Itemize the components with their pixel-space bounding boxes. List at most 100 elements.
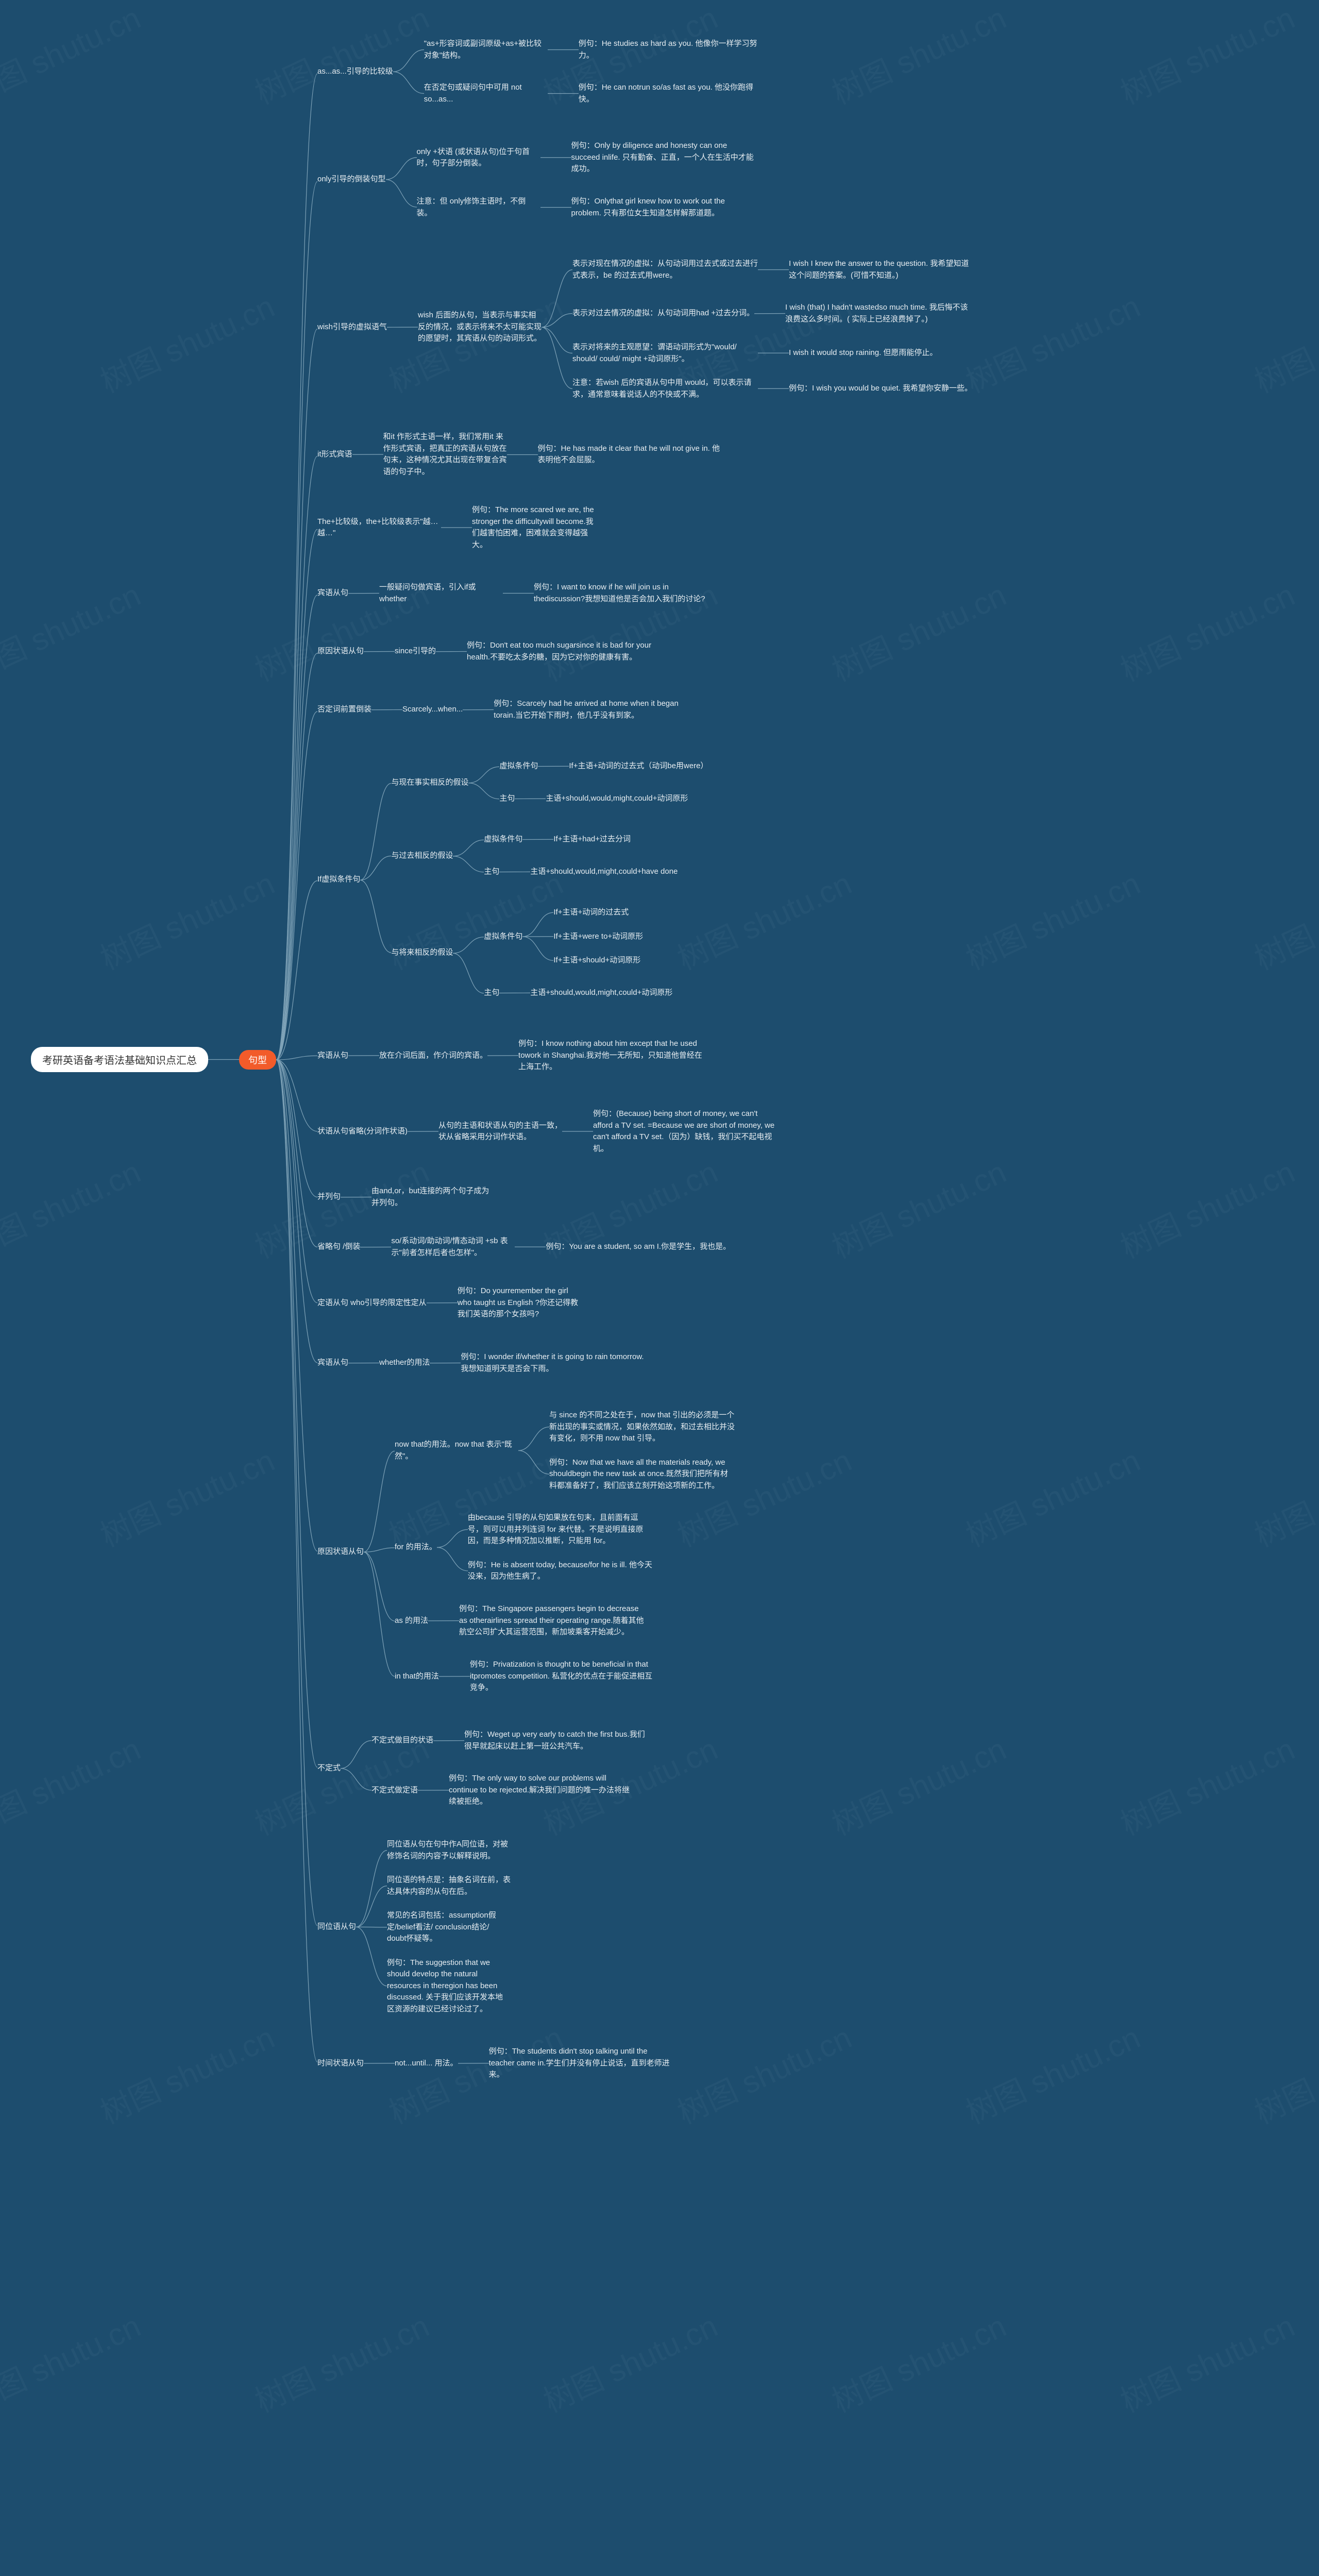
mindmap-root-row: 考研英语备考语法基础知识点汇总 句型 as...as...引导的比较级 "as+形容词… <box>31 21 974 2098</box>
mindmap-node: wish引导的虚拟语气wish 后面的从句，当表示与事实相反的情况，或表示将来不… <box>317 244 974 411</box>
connector <box>463 692 494 727</box>
connector <box>515 787 546 811</box>
node-text: so/系动词/助动词/情态动词 +sb 表示"前者怎样后者也怎样"。 <box>391 1233 515 1261</box>
mindmap-node: only引导的倒装句型only +状语 (或状语从句)位于句首时，句子部分倒装。… <box>317 130 974 229</box>
mindmap-node: 从句的主语和状语从句的主语一致，状从省略采用分词作状语。例句：(Because)… <box>438 1102 779 1161</box>
node-text: 主句 <box>484 864 499 880</box>
node-text: for 的用法。 <box>395 1539 437 1555</box>
mindmap-node: 例句：Weget up very early to catch the firs… <box>464 1727 650 1754</box>
connector <box>507 437 538 472</box>
mindmap-node: 例句：He is absent today, because/for he is… <box>468 1557 653 1585</box>
node-text: 否定词前置倒装 <box>317 702 371 718</box>
connector <box>441 498 472 557</box>
connector <box>487 1032 518 1079</box>
node-text: 不定式做定语 <box>371 1783 418 1799</box>
node-text: 注意：若wish 后的宾语从句中用 would，可以表示请求，通常意味着说话人的… <box>572 375 758 402</box>
connector <box>453 824 484 888</box>
mindmap-node: 例句：Don't eat too much sugarsince it is b… <box>467 638 652 665</box>
watermark: 树图 shutu.cn <box>247 2301 435 2421</box>
node-text: as...as...引导的比较级 <box>317 64 393 80</box>
node-text: "as+形容词或副词原级+as+被比较对象"结构。 <box>424 36 548 63</box>
mindmap-node: I wish (that) I hadn't wastedso much tim… <box>785 300 971 327</box>
mindmap-node: 例句：The suggestion that we should develop… <box>387 1955 511 2018</box>
node-text: wish引导的虚拟语气 <box>317 319 387 335</box>
connector <box>427 1279 458 1327</box>
connector <box>348 1341 379 1385</box>
hub-node: 句型 <box>239 1050 276 1070</box>
node-text: If+主语+should+动词原形 <box>553 953 640 969</box>
mindmap-node: 主句 主语+should,would,might,could+动词原形 <box>484 981 672 1005</box>
mindmap-node: 例句：I wish you would be quiet. 我希望你安静一些。 <box>789 381 972 397</box>
node-text: 与过去相反的假设 <box>391 848 453 864</box>
watermark: 树图 shutu.cn <box>1112 1147 1301 1267</box>
mindmap-node: 例句：Now that we have all the materials re… <box>549 1455 735 1494</box>
watermark: 树图 shutu.cn <box>1246 1436 1319 1555</box>
mindmap-node: 定语从句 who引导的限定性定从例句：Do yourremember the g… <box>317 1279 974 1327</box>
mindmap-node: 同位语从句在句中作A同位语，对被修饰名词的内容予以解释说明。 <box>387 1837 511 1864</box>
node-text: 宾语从句 <box>317 1048 348 1064</box>
node-text: 同位语从句在句中作A同位语，对被修饰名词的内容予以解释说明。 <box>387 1837 511 1864</box>
node-text: 主语+should,would,might,could+have done <box>530 864 678 880</box>
node-text: 例句：He is absent today, because/for he is… <box>468 1557 653 1585</box>
node-text: not...until... 用法。 <box>395 2056 458 2072</box>
mindmap-node: now that的用法。now that 表示"既然"。与 since 的不同之… <box>395 1403 735 1498</box>
connector <box>548 76 579 111</box>
mindmap-node: 例句：Scarcely had he arrived at home when … <box>494 696 679 723</box>
mindmap-node: 例句：Privatization is thought to be benefi… <box>470 1657 655 1696</box>
mindmap-node: 和it 作形式主语一样，我们常用it 来作形式宾语，把真正的宾语从句放在句末，这… <box>383 429 723 480</box>
watermark: 树图 shutu.cn <box>958 2013 1146 2132</box>
mindmap-node: 主语+should,would,might,could+动词原形 <box>530 985 672 1001</box>
connector <box>758 341 789 365</box>
node-text: 例句：Scarcely had he arrived at home when … <box>494 696 679 723</box>
node-text: 一般疑问句做宾语，引入if或whether <box>379 580 503 607</box>
connector <box>458 2040 489 2087</box>
connector <box>499 981 530 1005</box>
node-text: 同位语的特点是：抽象名词在前，表达具体内容的从句在后。 <box>387 1872 511 1900</box>
mindmap-node: 常见的名词包括：assumption假定/belief看法/ conclusio… <box>387 1908 511 1947</box>
connector <box>348 571 379 615</box>
connector <box>548 32 579 67</box>
mindmap-node: 并列句由and,or，but连接的两个句子成为并列句。 <box>317 1179 974 1215</box>
node-text: 由because 引导的从句如果放在句末，且前面有逗 号，则可以用并列连词 fo… <box>468 1510 653 1549</box>
mindmap-node: 例句：I want to know if he will join us in … <box>534 580 719 607</box>
node-text: 宾语从句 <box>317 1355 348 1371</box>
node-text: 表示对现在情况的虚拟：从句动词用过去式或过去进行式表示，be 的过去式用were… <box>572 256 758 283</box>
node-text: 省略句 /倒装 <box>317 1239 360 1255</box>
node-text: The+比较级，the+比较级表示"越…越…" <box>317 514 441 541</box>
mindmap-node: 例句：I know nothing about him except that … <box>518 1036 704 1075</box>
mindmap-node: If+主语+were to+动词原形 <box>553 929 643 945</box>
connector <box>436 634 467 669</box>
watermark: 树图 shutu.cn <box>1112 570 1301 690</box>
node-text: 例句：Privatization is thought to be benefi… <box>470 1657 655 1696</box>
mindmap-node: 与过去相反的假设虚拟条件句If+主语+had+过去分词主句主语+should,w… <box>391 823 708 888</box>
mindmap-node: I wish it would stop raining. 但愿雨能停止。 <box>789 345 937 361</box>
connector <box>430 1345 461 1381</box>
mindmap-node: 由and,or，but连接的两个句子成为并列句。 <box>371 1183 495 1211</box>
node-text: 例句：He has made it clear that he will not… <box>538 441 723 468</box>
connector <box>515 1235 546 1259</box>
mindmap-node: 不定式做定语例句：The only way to solve our probl… <box>371 1767 650 1814</box>
mindmap-node: 不定式不定式做目的状语例句：Weget up very early to cat… <box>317 1719 974 1818</box>
connector <box>522 901 553 973</box>
mindmap-node: 例句：Only by diligence and honesty can one… <box>571 138 757 177</box>
root-node: 考研英语备考语法基础知识点汇总 <box>31 1047 208 1072</box>
mindmap-container: 考研英语备考语法基础知识点汇总 句型 as...as...引导的比较级 "as+形容词… <box>31 21 974 2098</box>
connector <box>758 252 789 287</box>
watermark: 树图 shutu.cn <box>958 282 1146 401</box>
node-text: Scarcely...when... <box>402 702 463 718</box>
connector <box>503 575 534 611</box>
connector <box>356 1833 387 2021</box>
mindmap-node: 原因状语从句now that的用法。now that 表示"既然"。与 sinc… <box>317 1399 974 1704</box>
connector <box>360 1229 391 1265</box>
node-text: 主语+should,would,might,could+动词原形 <box>546 791 688 807</box>
mindmap-node: 否定词前置倒装 Scarcely...when... 例句：Scarcely had… <box>317 688 974 732</box>
node-text: If虚拟条件句 <box>317 872 360 888</box>
connector <box>499 860 530 884</box>
node-text: 主句 <box>484 985 499 1001</box>
connector <box>341 1179 371 1215</box>
mindmap-node: I wish I knew the answer to the question… <box>789 256 974 283</box>
mindmap-node: 主语+should,would,might,could+动词原形 <box>546 791 688 807</box>
mindmap-node: If虚拟条件句与现在事实相反的假设虚拟条件句If+主语+动词的过去式（动词be用… <box>317 746 974 1013</box>
mindmap-node: 主句主语+should,would,might,could+动词原形 <box>499 787 708 811</box>
node-text: 主语+should,would,might,could+动词原形 <box>530 985 672 1001</box>
